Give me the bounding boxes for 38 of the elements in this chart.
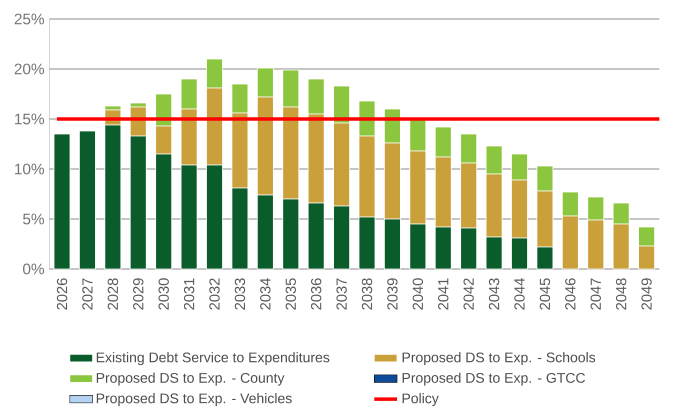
y-tick-label: 0% bbox=[23, 264, 44, 275]
legend-label: Proposed DS to Exp. - County bbox=[96, 372, 284, 386]
legend-label: Proposed DS to Exp. - Vehicles bbox=[96, 393, 292, 406]
x-tick-label: 2037 bbox=[336, 278, 347, 310]
x-tick-label: 2049 bbox=[641, 278, 652, 310]
x-tick-label: 2030 bbox=[158, 278, 169, 310]
bar bbox=[54, 134, 70, 270]
x-tick-label: 2045 bbox=[540, 278, 550, 310]
x-tick-label: 2032 bbox=[209, 278, 220, 310]
y-tick-label: 5% bbox=[23, 214, 44, 225]
legend-label: Proposed DS to Exp. - GTCC bbox=[402, 372, 586, 386]
x-tick-label: 2027 bbox=[82, 278, 93, 310]
x-tick-label: 2048 bbox=[616, 278, 626, 310]
x-tick-label: 2042 bbox=[463, 278, 474, 310]
legend-label: Existing Debt Service to Expenditures bbox=[96, 352, 330, 366]
y-tick-label: 15% bbox=[15, 114, 44, 125]
legend-label: Policy bbox=[402, 393, 439, 406]
x-tick-label: 2047 bbox=[590, 278, 601, 310]
x-tick-label: 2026 bbox=[56, 278, 68, 310]
x-tick-label: 2040 bbox=[412, 278, 424, 310]
y-tick-label: 25% bbox=[14, 14, 44, 25]
x-tick-label: 2031 bbox=[184, 278, 194, 310]
y-tick-label: 10% bbox=[15, 164, 44, 175]
x-tick-label: 2038 bbox=[362, 278, 372, 310]
x-tick-label: 2035 bbox=[286, 278, 296, 310]
y-tick-label: 20% bbox=[14, 64, 44, 75]
x-tick-label: 2041 bbox=[438, 278, 448, 310]
x-tick-label: 2033 bbox=[234, 278, 246, 310]
x-tick-label: 2028 bbox=[108, 278, 118, 310]
x-tick-label: 2044 bbox=[514, 278, 525, 310]
x-tick-label: 2039 bbox=[387, 278, 398, 310]
legend-label: Proposed DS to Exp. - Schools bbox=[402, 352, 596, 366]
x-tick-label: 2036 bbox=[310, 278, 322, 310]
x-tick-label: 2043 bbox=[488, 278, 500, 310]
bar bbox=[79, 130, 96, 270]
x-tick-label: 2034 bbox=[260, 278, 271, 310]
x-tick-label: 2029 bbox=[133, 278, 144, 310]
x-tick-label: 2046 bbox=[565, 278, 576, 310]
